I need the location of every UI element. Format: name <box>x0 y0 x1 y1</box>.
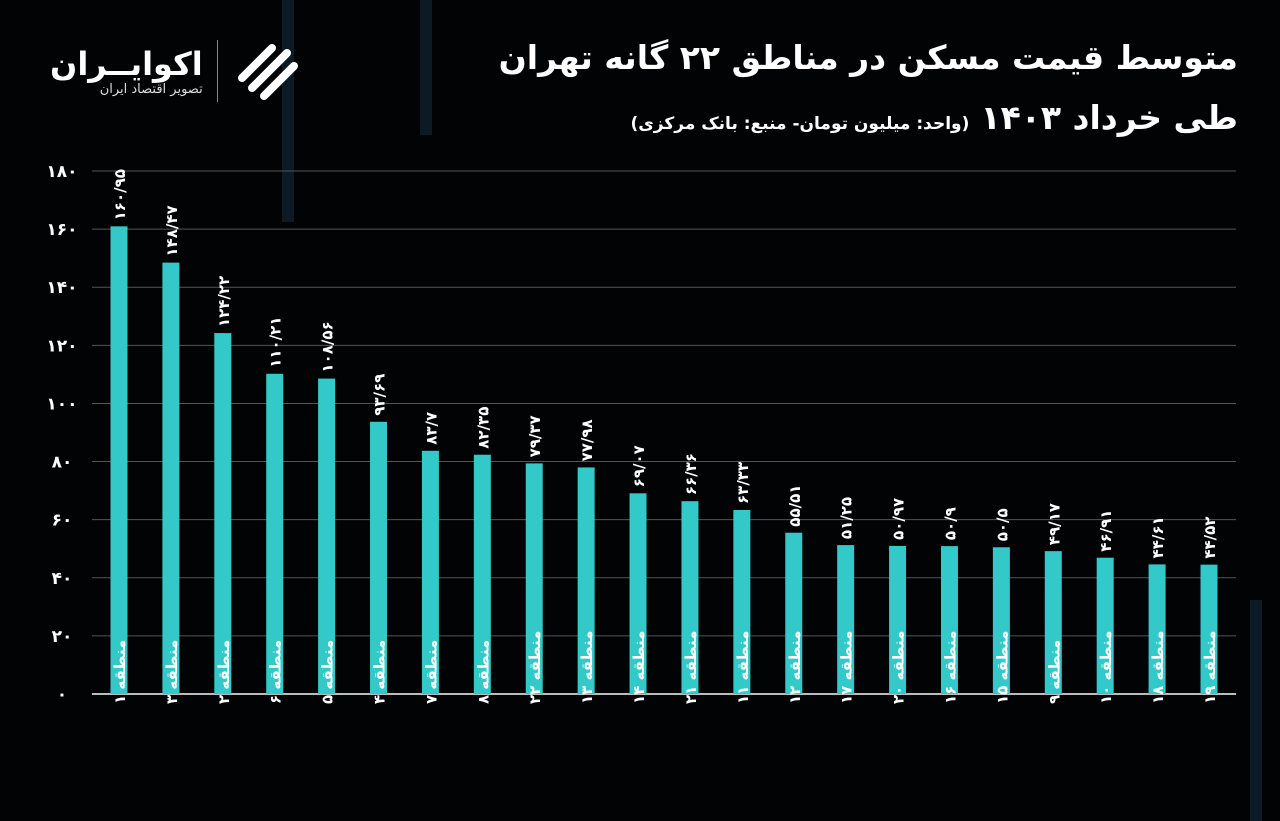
y-tick-label: ۱۶۰ <box>46 220 77 240</box>
data-label: ۵۰/۹۷ <box>890 498 908 540</box>
data-label: ۱۱۰/۲۱ <box>267 317 285 368</box>
bar <box>110 226 128 694</box>
bar <box>629 493 647 694</box>
data-label: ۱۴۸/۴۷ <box>163 205 181 256</box>
x-tick-label: منطقه ۷ <box>422 640 440 704</box>
data-label: ۶۳/۳۳ <box>734 462 752 504</box>
x-tick-label: منطقه ۱۸ <box>1149 631 1167 704</box>
x-tick-label: منطقه ۶ <box>267 640 285 704</box>
bar <box>1200 564 1218 694</box>
chart-title: متوسط قیمت مسکن در مناطق ۲۲ گانه تهران <box>498 38 1238 77</box>
x-tick-label: منطقه ۳ <box>163 640 181 704</box>
bar <box>992 547 1010 694</box>
logo-name: اکوایــران <box>50 44 203 83</box>
x-tick-label: منطقه ۱ <box>111 640 129 704</box>
x-tick-label: منطقه ۱۵ <box>993 631 1011 704</box>
x-tick-label: منطقه ۱۳ <box>578 631 596 704</box>
bar <box>318 378 336 694</box>
subtitle-note: (واحد: میلیون تومان- منبع: بانک مرکزی) <box>630 114 970 134</box>
y-tick-label: ۰ <box>57 685 67 705</box>
data-label: ۵۵/۵۱ <box>786 485 804 527</box>
data-label: ۴۶/۹۱ <box>1097 510 1115 552</box>
data-label: ۷۹/۳۷ <box>526 415 544 457</box>
bar <box>162 262 180 694</box>
x-tick-label: منطقه ۲۱ <box>682 631 700 704</box>
data-label: ۷۷/۹۸ <box>578 419 596 461</box>
bar <box>473 454 491 694</box>
bar <box>940 546 958 694</box>
bar <box>733 509 751 694</box>
x-tick-label: منطقه ۱۲ <box>786 631 804 704</box>
x-tick-label: منطقه ۵ <box>319 640 337 704</box>
x-tick-label: منطقه ۱۰ <box>1097 631 1115 704</box>
x-tick-label: منطقه ۱۶ <box>941 631 959 704</box>
data-label: ۸۲/۳۵ <box>474 407 492 449</box>
data-label: ۱۲۴/۲۲ <box>215 276 233 327</box>
data-label: ۵۰/۹ <box>941 507 959 540</box>
y-tick-label: ۸۰ <box>52 453 73 473</box>
y-tick-label: ۶۰ <box>52 511 73 531</box>
bar <box>889 545 907 694</box>
x-tick-label: منطقه ۴ <box>371 640 389 704</box>
x-tick-label: منطقه ۲۰ <box>890 631 908 704</box>
x-tick-label: منطقه ۸ <box>474 640 492 704</box>
y-tick-label: ۱۸۰ <box>46 162 77 182</box>
x-tick-label: منطقه ۱۹ <box>1201 631 1219 704</box>
bar <box>577 467 595 694</box>
bar <box>214 333 232 694</box>
data-label: ۱۰۸/۵۶ <box>319 321 337 372</box>
y-tick-label: ۱۴۰ <box>46 278 77 298</box>
data-label: ۶۶/۳۶ <box>682 453 700 495</box>
data-label: ۶۹/۰۷ <box>630 445 648 487</box>
subtitle-date: طی خرداد ۱۴۰۳ <box>980 98 1238 137</box>
data-label: ۸۳/۷ <box>422 412 440 445</box>
bar <box>266 373 284 694</box>
bar <box>421 450 439 694</box>
y-tick-label: ۲۰ <box>52 627 73 647</box>
data-label: ۴۴/۶۱ <box>1149 516 1167 558</box>
bar <box>681 501 699 694</box>
logo-divider <box>216 40 218 102</box>
x-tick-label: منطقه ۹ <box>1045 640 1063 704</box>
x-tick-label: منطقه ۱۱ <box>734 631 752 704</box>
data-label: ۵۰/۵ <box>993 508 1011 541</box>
bar <box>837 545 855 694</box>
ecoiran-logo-icon <box>237 44 298 100</box>
y-tick-label: ۱۲۰ <box>46 336 77 356</box>
x-tick-label: منطقه ۲۲ <box>526 631 544 704</box>
bar <box>785 532 803 694</box>
logo: اکوایــران تصویر اقتصاد ایران <box>50 38 302 104</box>
data-label: ۹۳/۶۹ <box>371 374 389 416</box>
y-tick-label: ۱۰۰ <box>46 394 77 414</box>
data-label: ۴۴/۵۲ <box>1201 517 1219 559</box>
x-tick-label: منطقه ۲ <box>215 640 233 704</box>
bar <box>370 421 388 694</box>
x-tick-label: منطقه ۱۷ <box>838 631 856 704</box>
data-label: ۱۶۰/۹۵ <box>111 169 129 220</box>
bar <box>1096 557 1114 694</box>
background-decoration <box>420 0 432 135</box>
data-label: ۴۹/۱۷ <box>1045 503 1063 545</box>
bar <box>525 463 543 694</box>
bar <box>1044 551 1062 694</box>
y-tick-label: ۴۰ <box>52 569 73 589</box>
chart-subtitle: طی خرداد ۱۴۰۳ (واحد: میلیون تومان- منبع:… <box>630 98 1238 137</box>
bar <box>1148 564 1166 694</box>
logo-tagline: تصویر اقتصاد ایران <box>99 81 203 97</box>
x-tick-label: منطقه ۱۴ <box>630 631 648 704</box>
data-label: ۵۱/۲۵ <box>838 497 856 539</box>
background-decoration <box>1250 600 1262 821</box>
